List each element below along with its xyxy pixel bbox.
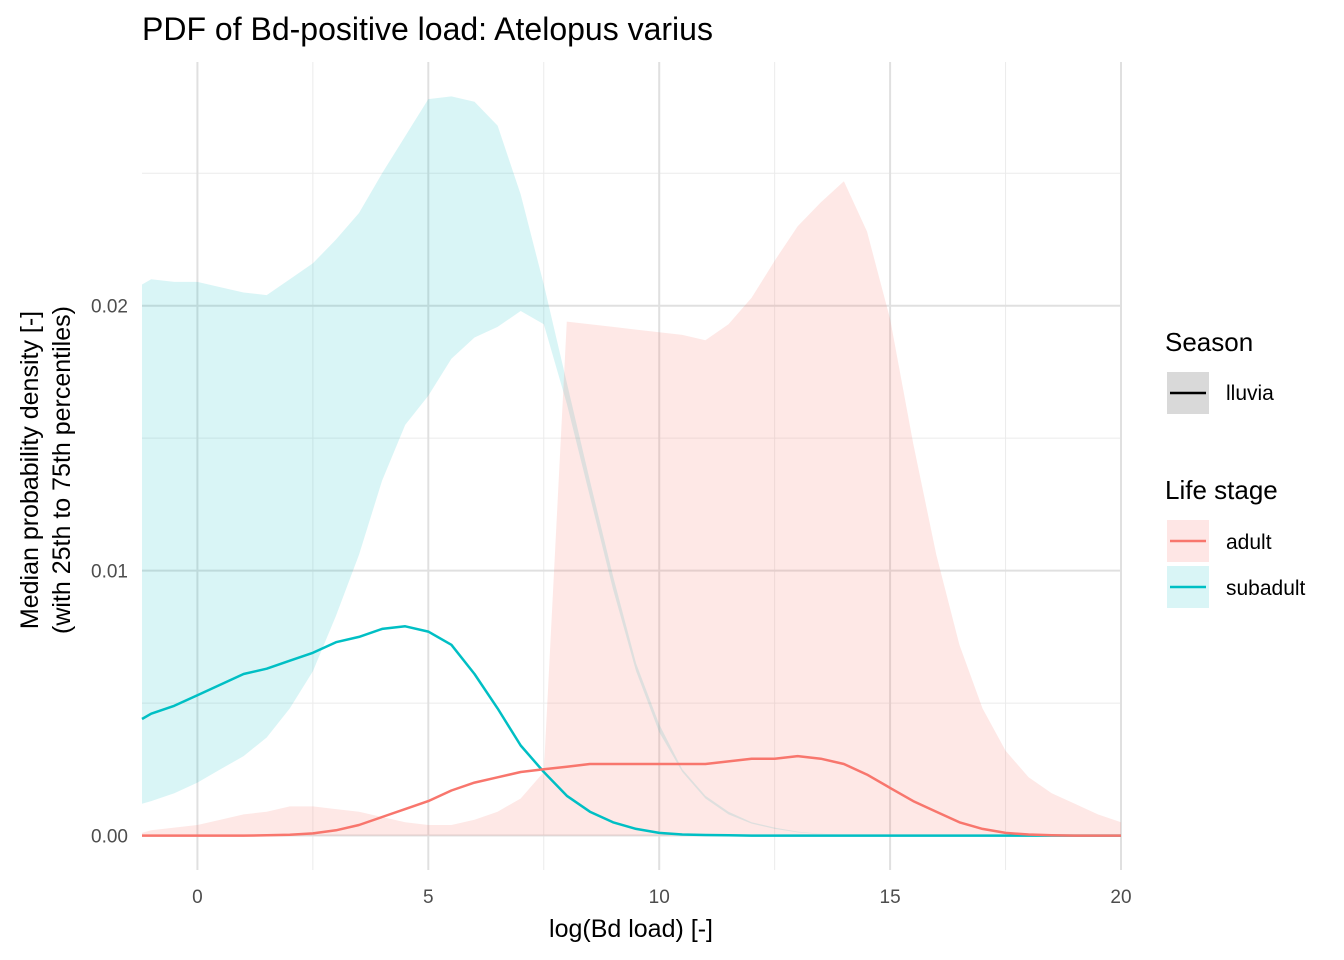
ribbon-adult	[142, 181, 1121, 836]
legend: Season lluvia Life stage adult subadult	[1165, 327, 1306, 608]
y-axis-title-line2: (with 25th to 75th percentiles)	[48, 306, 76, 634]
ribbon-subadult	[142, 96, 1121, 836]
x-tick-label: 10	[649, 887, 670, 908]
x-tick-label: 20	[1110, 887, 1131, 908]
legend-title-season: Season	[1165, 327, 1253, 357]
x-tick-label: 15	[880, 887, 901, 908]
y-tick-label: 0.01	[91, 562, 128, 583]
median-line-subadult	[141, 625, 1121, 837]
legend-label-lluvia: lluvia	[1226, 382, 1274, 405]
y-tick-label: 0.00	[91, 827, 128, 848]
legend-title-life-stage: Life stage	[1165, 475, 1278, 505]
y-axis-title-line1: Median probability density [-]	[16, 311, 44, 629]
median-lines	[141, 625, 1121, 837]
x-tick-label: 0	[192, 887, 203, 908]
legend-label-adult: adult	[1226, 531, 1272, 554]
x-axis-ticks: 0 5 10 15 20	[192, 887, 1131, 908]
x-tick-label: 5	[423, 887, 434, 908]
y-axis-ticks: 0.00 0.01 0.02	[91, 297, 128, 848]
x-axis-title: log(Bd load) [-]	[549, 915, 713, 943]
legend-label-subadult: subadult	[1226, 577, 1306, 600]
y-tick-label: 0.02	[91, 297, 128, 318]
percentile-ribbons	[142, 96, 1121, 836]
median-line-adult	[142, 754, 1121, 837]
chart-title: PDF of Bd-positive load: Atelopus varius	[142, 11, 713, 47]
